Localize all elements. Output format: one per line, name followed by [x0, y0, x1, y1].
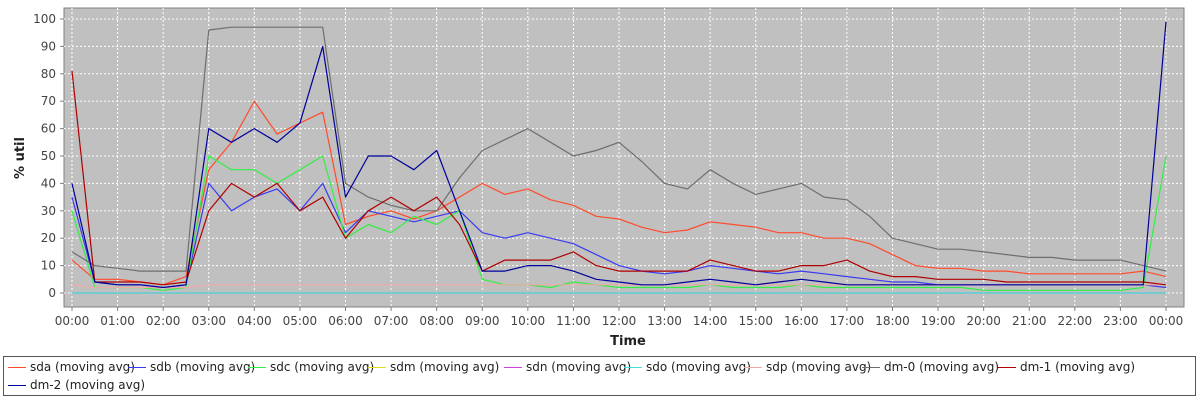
y-tick-label: 50	[41, 149, 56, 163]
legend-label: sdm (moving avg)	[390, 360, 500, 374]
x-tick-label: 00:00	[1149, 314, 1184, 328]
x-tick-label: 18:00	[875, 314, 910, 328]
legend-item-dm-1: dm-1 (moving avg)	[998, 360, 1135, 374]
x-tick-label: 11:00	[556, 314, 591, 328]
x-axis-title: Time	[610, 334, 646, 349]
series-line-dm-0	[71, 26, 1167, 272]
legend-label: dm-2 (moving avg)	[30, 378, 146, 392]
x-tick-label: 04:00	[237, 314, 272, 328]
x-tick-label: 00:00	[55, 314, 90, 328]
series-line-dm-1	[71, 71, 1167, 286]
x-tick-label: 06:00	[328, 314, 363, 328]
y-tick-label: 10	[41, 259, 56, 273]
legend-label: sdc (moving avg)	[270, 360, 375, 374]
x-tick-label: 01:00	[100, 314, 135, 328]
legend-item-sda: sda (moving avg)	[8, 360, 135, 374]
plot-area	[63, 7, 1185, 308]
chart-svg: 0 10 20 30 40 50 60 70 80 90 100 00:00 01:00 02:00 03:…	[13, 7, 1185, 349]
x-tick-label: 09:00	[465, 314, 500, 328]
legend-label: dm-1 (moving avg)	[1020, 360, 1136, 374]
legend-label: sdn (moving avg)	[526, 360, 632, 374]
x-tick-label: 07:00	[374, 314, 409, 328]
x-tick-label: 02:00	[146, 314, 181, 328]
legend-item-dm-2: dm-2 (moving avg)	[8, 378, 145, 392]
x-tick-label: 23:00	[1103, 314, 1138, 328]
legend-swatch	[8, 366, 26, 368]
x-tick-label: 13:00	[647, 314, 682, 328]
legend-swatch	[504, 366, 522, 368]
x-tick-label: 15:00	[738, 314, 773, 328]
x-tick-label: 19:00	[921, 314, 956, 328]
legend-swatch	[248, 366, 266, 368]
series-line-sdc	[71, 155, 1167, 291]
legend-item-sdp: sdp (moving avg)	[744, 360, 871, 374]
legend-label: dm-0 (moving avg)	[884, 360, 1000, 374]
legend-item-sdb: sdb (moving avg)	[128, 360, 255, 374]
y-tick-label: 70	[41, 94, 56, 108]
y-tick-label: 0	[48, 286, 56, 300]
x-tick-label: 05:00	[283, 314, 318, 328]
legend-swatch	[998, 366, 1016, 368]
y-tick-label: 100	[33, 12, 56, 26]
x-tick-label: 21:00	[1012, 314, 1047, 328]
legend-label: sdp (moving avg)	[766, 360, 872, 374]
legend-label: sdb (moving avg)	[150, 360, 256, 374]
x-tick-label: 20:00	[966, 314, 1001, 328]
x-tick-label: 10:00	[511, 314, 546, 328]
y-tick-label: 80	[41, 67, 56, 81]
x-tick-label: 16:00	[784, 314, 819, 328]
x-tick-label: 14:00	[693, 314, 728, 328]
x-tick-label: 17:00	[830, 314, 865, 328]
legend-item-sdo: sdo (moving avg)	[624, 360, 751, 374]
legend-item-sdn: sdn (moving avg)	[504, 360, 631, 374]
legend-label: sdo (moving avg)	[646, 360, 751, 374]
y-axis-title: % util	[13, 137, 28, 179]
legend-item-sdc: sdc (moving avg)	[248, 360, 374, 374]
legend-item-sdm: sdm (moving avg)	[368, 360, 499, 374]
legend-swatch	[128, 366, 146, 368]
legend-swatch	[8, 384, 26, 386]
legend-item-dm-0: dm-0 (moving avg)	[862, 360, 999, 374]
legend-swatch	[744, 366, 762, 368]
y-tick-label: 30	[41, 204, 56, 218]
series-line-sda	[71, 100, 1167, 286]
series-line-dm-2	[71, 21, 1167, 289]
legend-swatch	[862, 366, 880, 368]
x-tick-label: 03:00	[191, 314, 226, 328]
x-tick-label: 22:00	[1058, 314, 1093, 328]
y-tick-label: 40	[41, 176, 56, 190]
legend-swatch	[624, 366, 642, 368]
y-tick-label: 20	[41, 231, 56, 245]
legend-swatch	[368, 366, 386, 368]
y-tick-label: 60	[41, 122, 56, 136]
x-tick-label: 12:00	[602, 314, 637, 328]
x-tick-label: 08:00	[419, 314, 454, 328]
y-tick-label: 90	[41, 39, 56, 53]
chart-legend: sda (moving avg) sdb (moving avg) sdc (mov…	[3, 356, 1196, 396]
legend-label: sda (moving avg)	[30, 360, 135, 374]
